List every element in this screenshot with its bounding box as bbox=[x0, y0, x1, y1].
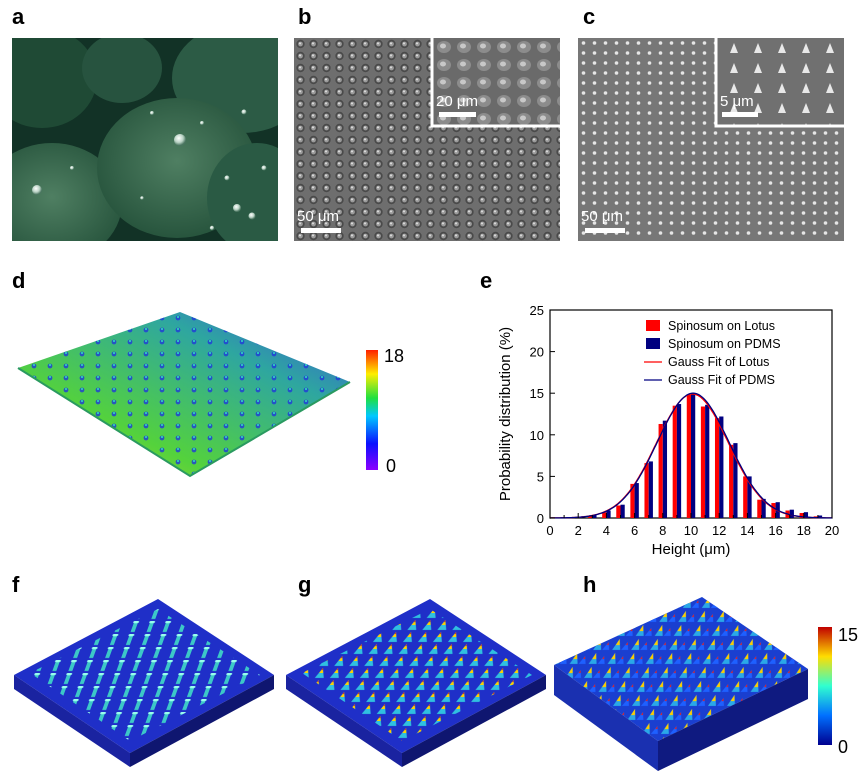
random-spinosum-model: 15 0 bbox=[554, 597, 858, 771]
sem-pdms-texture: 5 μm 50 μm bbox=[578, 38, 844, 241]
bar-lotus bbox=[771, 503, 776, 518]
colorbar-max-label: 15 bbox=[838, 625, 858, 645]
bar-pdms bbox=[705, 404, 710, 518]
scalebar-inset-label: 5 μm bbox=[720, 93, 754, 110]
bar-pdms bbox=[733, 443, 738, 518]
bar-lotus bbox=[799, 513, 804, 518]
bar-lotus bbox=[757, 499, 762, 518]
y-tick-label: 15 bbox=[530, 386, 544, 401]
bar-pdms bbox=[634, 483, 639, 518]
bar-pdms bbox=[789, 509, 794, 518]
legend-label: Gauss Fit of Lotus bbox=[668, 355, 769, 369]
bar-lotus bbox=[602, 512, 607, 518]
x-tick-label: 6 bbox=[631, 523, 638, 538]
y-tick-label: 20 bbox=[530, 345, 544, 360]
sem-image-lotus: 20 μm 50 μm bbox=[294, 38, 560, 241]
x-tick-label: 2 bbox=[575, 523, 582, 538]
y-axis-label: Probability distribution (%) bbox=[497, 327, 514, 501]
colorbar-min-label: 0 bbox=[838, 737, 848, 757]
panel-label-e: e bbox=[480, 268, 493, 293]
y-tick-label: 5 bbox=[537, 469, 544, 484]
bar-pdms bbox=[648, 461, 653, 518]
pillar-array-model bbox=[14, 599, 274, 767]
panel-label-f: f bbox=[12, 572, 20, 597]
x-tick-label: 8 bbox=[659, 523, 666, 538]
panel-label-c: c bbox=[583, 4, 596, 29]
colorbar-max-label: 18 bbox=[384, 346, 404, 366]
bar-lotus bbox=[616, 505, 621, 518]
bar-lotus bbox=[630, 483, 635, 518]
cone-array-model bbox=[286, 599, 546, 767]
x-tick-label: 10 bbox=[684, 523, 698, 538]
colorbar-min-label: 0 bbox=[386, 456, 396, 476]
panel-label-g: g bbox=[298, 572, 312, 597]
bar-pdms bbox=[719, 416, 724, 518]
scalebar-inset-label: 20 μm bbox=[436, 93, 478, 110]
bar-lotus bbox=[588, 515, 593, 518]
y-tick-label: 0 bbox=[537, 511, 544, 526]
sem-image-pdms: 5 μm 50 μm bbox=[578, 38, 844, 241]
bar-pdms bbox=[691, 393, 696, 518]
scalebar-label: 50 μm bbox=[297, 208, 339, 225]
x-tick-label: 12 bbox=[712, 523, 726, 538]
bar-lotus bbox=[729, 444, 734, 518]
x-tick-label: 16 bbox=[768, 523, 782, 538]
bar-pdms bbox=[676, 404, 682, 518]
bar-lotus bbox=[743, 476, 748, 518]
bar-pdms bbox=[592, 515, 597, 518]
bar-lotus bbox=[672, 405, 677, 518]
legend-swatch bbox=[646, 338, 660, 349]
leaf-photo bbox=[12, 38, 278, 241]
bar-lotus bbox=[658, 423, 663, 518]
height-distribution-chart: 0 2 4 6 8 10 12 14 16 18 20 0 5 10 15 20 25 Spinosum on L… bbox=[497, 303, 839, 558]
bar-pdms bbox=[747, 476, 752, 518]
gauss-fit-line-pdms bbox=[549, 392, 832, 519]
bar-pdms bbox=[761, 498, 766, 518]
bar-pdms bbox=[817, 515, 823, 518]
legend-label: Spinosum on PDMS bbox=[668, 337, 781, 351]
y-tick-label: 25 bbox=[530, 303, 544, 318]
x-tick-label: 20 bbox=[825, 523, 839, 538]
legend-label: Gauss Fit of PDMS bbox=[668, 373, 775, 387]
x-tick-label: 0 bbox=[546, 523, 553, 538]
surface-profile-3d: 18 0 bbox=[17, 312, 404, 478]
bar-lotus bbox=[686, 394, 691, 518]
x-tick-label: 14 bbox=[740, 523, 754, 538]
scalebar-label: 50 μm bbox=[581, 208, 623, 225]
x-axis-label: Height (μm) bbox=[652, 541, 731, 558]
panel-label-h: h bbox=[583, 572, 597, 597]
panel-label-d: d bbox=[12, 268, 26, 293]
panel-label-a: a bbox=[12, 4, 25, 29]
x-tick-label: 18 bbox=[797, 523, 811, 538]
y-tick-label: 10 bbox=[530, 428, 544, 443]
bar-pdms bbox=[606, 510, 611, 518]
legend-label: Spinosum on Lotus bbox=[668, 319, 775, 333]
x-tick-label: 4 bbox=[603, 523, 610, 538]
bar-pdms bbox=[803, 512, 809, 518]
panel-label-b: b bbox=[298, 4, 312, 29]
sem-lotus-texture: 20 μm 50 μm bbox=[294, 38, 560, 241]
bar-pdms bbox=[662, 420, 668, 518]
legend-swatch bbox=[646, 320, 660, 331]
bar-lotus bbox=[700, 406, 706, 518]
bar-pdms bbox=[620, 504, 625, 518]
bar-lotus bbox=[644, 463, 649, 518]
bar-lotus bbox=[714, 418, 720, 518]
